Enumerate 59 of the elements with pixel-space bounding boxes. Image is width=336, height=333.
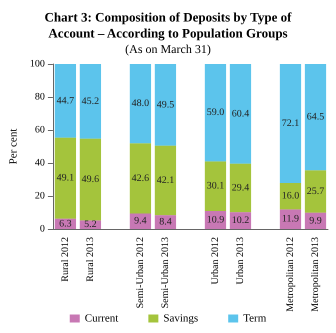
data-label: 44.7 — [56, 95, 74, 106]
bar — [230, 64, 252, 164]
legend-label: Current — [84, 312, 118, 324]
x-tick-label: Rural 2012 — [60, 237, 71, 282]
data-label: 49.1 — [56, 172, 74, 184]
data-label: 45.2 — [82, 96, 100, 107]
data-label: 9.9 — [309, 215, 322, 226]
bar — [154, 146, 176, 216]
bar — [130, 64, 152, 144]
data-label: 64.5 — [306, 112, 324, 123]
bar — [304, 64, 326, 170]
bar — [54, 64, 76, 138]
x-tick-label: Urban 2012 — [210, 237, 221, 284]
legend-label: Savings — [163, 312, 198, 324]
data-label: 48.0 — [132, 98, 150, 110]
x-tick-label: Rural 2013 — [84, 237, 96, 282]
chart-title: Chart 3: Composition of Deposits by Type of Account – According to Population Groups — [44, 10, 292, 40]
bar — [154, 64, 176, 146]
y-tick-label: 60 — [34, 124, 45, 136]
bar — [304, 170, 326, 213]
y-tick-label: 40 — [34, 158, 45, 168]
data-label: 42.1 — [156, 174, 174, 186]
x-tick-label: Semi-Urban 2013 — [160, 237, 171, 308]
bar — [204, 64, 226, 162]
chart-subtitle: (As on March 31) — [125, 42, 211, 56]
x-tick-label: Metropolitan 2012 — [284, 237, 296, 312]
x-tick-label: Metropolitan 2013 — [310, 237, 321, 312]
x-tick-label: Urban 2013 — [234, 237, 246, 284]
data-label: 49.6 — [82, 174, 100, 185]
data-label: 49.5 — [156, 99, 174, 110]
y-tick-label: 20 — [34, 190, 45, 202]
data-label: 11.9 — [282, 214, 300, 225]
data-label: 10.2 — [232, 215, 250, 226]
bar — [204, 161, 226, 212]
data-label: 25.7 — [306, 186, 324, 197]
y-axis-title: Per cent — [8, 128, 20, 164]
data-label: 60.4 — [232, 108, 250, 120]
bar — [80, 64, 102, 139]
data-label: 59.0 — [206, 107, 224, 118]
x-tick-label: Semi-Urban 2012 — [134, 237, 146, 308]
data-label: 8.4 — [159, 216, 172, 228]
data-label: 10.9 — [206, 214, 224, 226]
bar — [280, 64, 302, 183]
bar — [230, 164, 252, 212]
data-label: 6.3 — [59, 218, 72, 230]
y-tick-label: 80 — [34, 92, 45, 102]
data-label: 5.2 — [84, 219, 97, 230]
data-label: 16.0 — [282, 190, 300, 202]
data-label: 29.4 — [232, 182, 250, 194]
bar — [54, 138, 76, 219]
y-tick-label: 0 — [40, 224, 45, 234]
data-label: 72.1 — [282, 118, 300, 129]
bar — [80, 138, 102, 220]
data-label: 30.1 — [206, 180, 224, 192]
y-tick-label: 100 — [30, 58, 45, 70]
legend-label: Term — [243, 312, 267, 324]
data-label: 42.6 — [132, 172, 150, 184]
data-label: 9.4 — [134, 216, 147, 227]
bar — [130, 143, 152, 214]
